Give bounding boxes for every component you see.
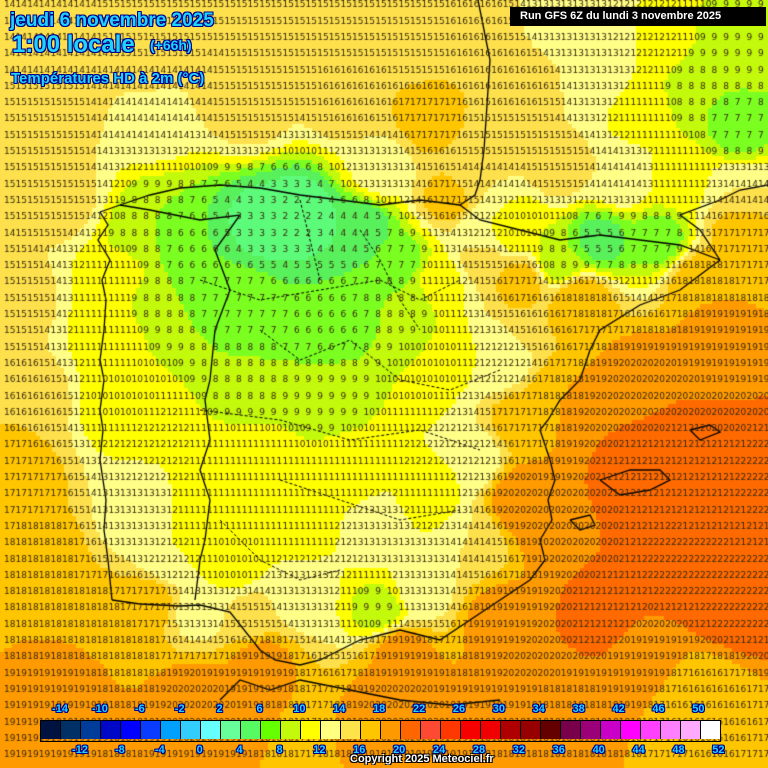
legend-tick-label: 30 bbox=[492, 703, 506, 715]
legend-swatch bbox=[281, 721, 301, 739]
legend-tick-label: 20 bbox=[393, 744, 406, 756]
legend-swatch bbox=[201, 721, 221, 739]
legend-tick-label: 28 bbox=[472, 744, 486, 756]
legend-swatch bbox=[641, 721, 661, 739]
legend-swatch bbox=[241, 721, 261, 739]
run-banner: Run GFS 6Z du lundi 3 novembre 2025 bbox=[510, 7, 766, 26]
legend-swatch bbox=[101, 721, 121, 739]
legend-tick-label: 8 bbox=[276, 744, 283, 756]
legend-swatch bbox=[521, 721, 541, 739]
legend-swatch bbox=[341, 721, 361, 739]
legend-tick-label: 24 bbox=[432, 744, 446, 756]
legend-swatch bbox=[381, 721, 401, 739]
legend-swatch bbox=[81, 721, 101, 739]
legend-tick-label: 2 bbox=[216, 703, 223, 715]
legend-swatch bbox=[321, 721, 341, 739]
legend-tick-label: 48 bbox=[672, 744, 685, 756]
forecast-date: jeudi 6 novembre 2025 bbox=[10, 10, 214, 31]
legend-tick-label: -8 bbox=[115, 744, 125, 756]
legend-tick-label: 18 bbox=[373, 703, 386, 715]
legend-tick-label: 52 bbox=[712, 744, 725, 756]
legend-swatch bbox=[61, 721, 81, 739]
legend-tick-label: -6 bbox=[134, 703, 145, 715]
legend-tick-label: -14 bbox=[52, 703, 68, 715]
legend-swatch bbox=[501, 721, 521, 739]
legend-swatch bbox=[121, 721, 141, 739]
legend-swatch bbox=[161, 721, 181, 739]
legend-swatch bbox=[461, 721, 481, 739]
legend-tick-label: 0 bbox=[196, 744, 203, 756]
legend-swatch bbox=[581, 721, 601, 739]
forecast-lead-time: (+66h) bbox=[150, 37, 192, 53]
legend-swatch bbox=[541, 721, 561, 739]
legend-swatch bbox=[261, 721, 281, 739]
legend-tick-label: 46 bbox=[652, 703, 665, 715]
legend-swatch bbox=[481, 721, 501, 739]
legend-tick-label: 42 bbox=[612, 703, 625, 715]
legend-swatch bbox=[41, 721, 61, 739]
copyright-notice: Copyright 2025 Meteociel.fr bbox=[350, 753, 494, 765]
legend-swatch bbox=[681, 721, 701, 739]
legend-tick-label: 4 bbox=[236, 744, 243, 756]
legend-tick-label: 34 bbox=[532, 703, 545, 715]
legend-tick-label: 26 bbox=[452, 703, 466, 715]
legend-tick-label: 22 bbox=[412, 703, 426, 715]
legend-swatch bbox=[661, 721, 681, 739]
legend-tick-label: 16 bbox=[353, 744, 366, 756]
legend-tick-label: 38 bbox=[572, 703, 585, 715]
legend-swatch bbox=[621, 721, 641, 739]
legend-tick-label: 44 bbox=[632, 744, 645, 756]
legend-swatch bbox=[441, 721, 461, 739]
legend-tick-label: 50 bbox=[692, 703, 705, 715]
legend-tick-label: 12 bbox=[313, 744, 326, 756]
legend-tick-label: 32 bbox=[512, 744, 526, 756]
legend-tick-label: 10 bbox=[293, 703, 306, 715]
legend-swatch bbox=[361, 721, 381, 739]
legend-swatch bbox=[141, 721, 161, 739]
forecast-time: 1:00 locale bbox=[12, 31, 135, 58]
legend-swatch bbox=[701, 721, 720, 739]
legend-tick-label: -2 bbox=[174, 703, 185, 715]
legend-tick-label: 14 bbox=[333, 703, 346, 715]
color-scale-legend bbox=[40, 720, 721, 742]
parameter-title: Températures HD à 2m (°C) bbox=[11, 70, 205, 87]
legend-swatch bbox=[301, 721, 321, 739]
legend-swatch bbox=[401, 721, 421, 739]
legend-tick-label: -12 bbox=[72, 744, 88, 756]
legend-swatch bbox=[221, 721, 241, 739]
legend-tick-label: -4 bbox=[154, 744, 165, 756]
legend-tick-label: 40 bbox=[592, 744, 605, 756]
legend-tick-label: 36 bbox=[552, 744, 565, 756]
legend-swatch bbox=[181, 721, 201, 739]
legend-tick-label: 6 bbox=[256, 703, 263, 715]
legend-tick-label: -10 bbox=[91, 703, 108, 715]
legend-swatch bbox=[561, 721, 581, 739]
legend-swatch bbox=[421, 721, 441, 739]
legend-swatch bbox=[601, 721, 621, 739]
